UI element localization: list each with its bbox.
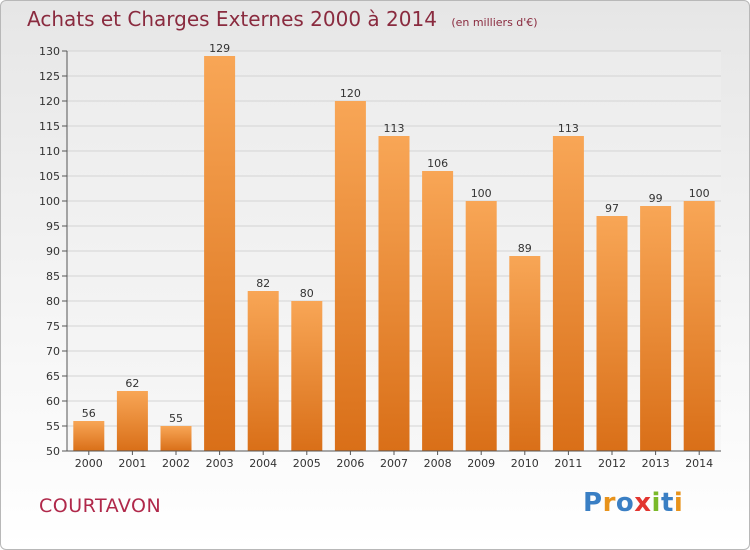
logo-letter: x: [634, 488, 652, 518]
logo-letter: i: [651, 488, 661, 518]
bar: [73, 421, 105, 451]
bar-value-label: 55: [169, 412, 183, 425]
y-tick-label: 95: [46, 220, 60, 233]
bar-value-label: 100: [471, 187, 492, 200]
logo-letter: i: [673, 488, 684, 518]
bar-value-label: 129: [209, 42, 230, 55]
bar: [116, 391, 148, 451]
proxiti-logo: Proxiti: [583, 488, 683, 518]
x-tick-label: 2003: [206, 457, 234, 470]
bar-value-label: 56: [82, 407, 96, 420]
y-tick-label: 80: [46, 295, 60, 308]
commune-name: COURTAVON: [39, 495, 162, 517]
bar: [334, 101, 366, 451]
bar-value-label: 120: [340, 87, 361, 100]
bar-value-label: 99: [649, 192, 663, 205]
bar-value-label: 113: [384, 122, 405, 135]
bar: [509, 256, 541, 451]
bar-value-label: 113: [558, 122, 579, 135]
x-tick-label: 2010: [511, 457, 539, 470]
y-tick-label: 115: [39, 120, 60, 133]
bar: [683, 201, 715, 451]
bar: [465, 201, 497, 451]
bar-value-label: 80: [300, 287, 314, 300]
x-tick-label: 2005: [293, 457, 321, 470]
x-tick-label: 2004: [249, 457, 277, 470]
bar: [378, 136, 410, 451]
x-tick-label: 2001: [118, 457, 146, 470]
y-tick-label: 130: [39, 45, 60, 58]
logo-letter: o: [615, 488, 635, 518]
y-tick-label: 125: [39, 70, 60, 83]
bar-value-label: 100: [689, 187, 710, 200]
y-tick-label: 100: [39, 195, 60, 208]
x-axis: 2000 2001 2002 2003 2004 2005 2006 2007 2008 2009…: [67, 450, 721, 470]
bar: [204, 56, 236, 451]
y-tick-label: 120: [39, 95, 60, 108]
y-axis: 50 55 60 65 70 75 80 85 90 95 100 105 110 115 120 125 13…: [39, 45, 68, 458]
y-tick-label: 60: [46, 395, 60, 408]
y-tick-label: 65: [46, 370, 60, 383]
bar-value-label: 89: [518, 242, 532, 255]
y-tick-label: 70: [46, 345, 60, 358]
x-tick-label: 2002: [162, 457, 190, 470]
chart-title: Achats et Charges Externes 2000 à 2014 (…: [27, 7, 538, 31]
bar: [422, 171, 454, 451]
x-tick-label: 2009: [467, 457, 495, 470]
logo-letter: P: [583, 488, 603, 518]
bar: [640, 206, 672, 451]
y-tick-label: 75: [46, 320, 60, 333]
bar: [247, 291, 279, 451]
y-tick-label: 55: [46, 420, 60, 433]
bars: 56 62 55 129 82 80 120 113 106 100 89 113 97 99 100: [73, 42, 715, 451]
x-tick-label: 2007: [380, 457, 408, 470]
bar: [291, 301, 323, 451]
y-tick-label: 50: [46, 445, 60, 458]
bar: [160, 426, 192, 451]
bar-value-label: 97: [605, 202, 619, 215]
y-tick-label: 85: [46, 270, 60, 283]
x-tick-label: 2014: [685, 457, 713, 470]
x-tick-label: 2012: [598, 457, 626, 470]
x-tick-label: 2013: [642, 457, 670, 470]
y-tick-label: 105: [39, 170, 60, 183]
y-tick-label: 90: [46, 245, 60, 258]
logo-letter: t: [660, 488, 674, 518]
y-tick-label: 110: [39, 145, 60, 158]
chart-unit: (en milliers d'€): [451, 16, 538, 29]
bar: [552, 136, 584, 451]
x-tick-label: 2000: [75, 457, 103, 470]
chart-title-text: Achats et Charges Externes 2000 à 2014: [27, 7, 437, 31]
x-tick-label: 2011: [554, 457, 582, 470]
bar-value-label: 106: [427, 157, 448, 170]
x-tick-label: 2006: [336, 457, 364, 470]
x-tick-label: 2008: [424, 457, 452, 470]
bar-value-label: 62: [125, 377, 139, 390]
logo-letter: r: [602, 488, 616, 518]
bar: [596, 216, 628, 451]
bar-value-label: 82: [256, 277, 270, 290]
